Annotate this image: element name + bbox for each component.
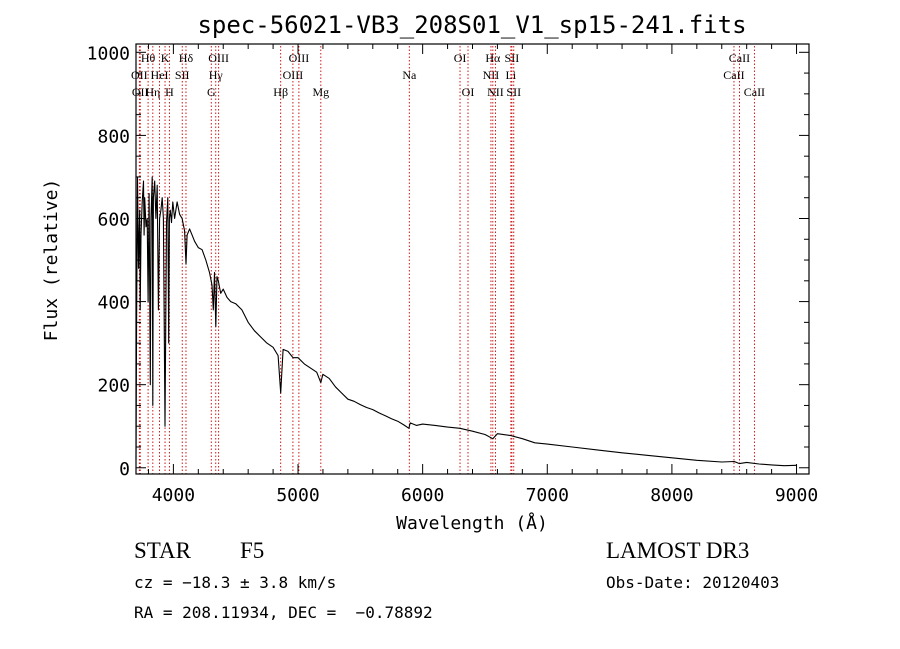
spectral-line-label-17: OI [454,51,467,65]
spectral-line-label-8: Hδ [179,51,194,65]
object-class: STAR [134,538,191,563]
spectral-line-markers: OIIOIIHθHηHeIKHSIIHδGHγOIIIHβOIIIOIIIMgN… [131,46,765,474]
spectral-line-label-11: OIII [208,51,229,65]
spectral-line-label-16: Na [402,68,417,82]
spectral-line-label-4: HeI [151,68,169,82]
x-tick-label-7000: 7000 [526,485,569,506]
spectral-line-label-13: OIII [283,68,304,82]
coordinates: RA = 208.11934, DEC = −0.78892 [134,603,433,622]
spectral-line-label-3: Hη [145,85,160,99]
observation-date: Obs-Date: 20120403 [606,573,780,592]
y-tick-label-400: 400 [97,293,130,314]
x-axis-label: Wavelength (Å) [396,512,548,534]
y-tick-label-1000: 1000 [87,43,130,64]
spectral-line-label-12: Hβ [273,85,288,99]
y-tick-label-800: 800 [97,126,130,147]
x-tick-label-9000: 9000 [775,485,818,506]
tick-labels: 4000 5000 6000 7000 8000 9000 0 200 400 600 800 100… [87,43,819,506]
spectral-line-label-15: Mg [312,85,329,99]
spectrum-series [135,176,797,467]
spectral-subclass: F5 [240,538,265,563]
spectral-line-label-23: SII [505,51,520,65]
y-tick-label-600: 600 [97,209,130,230]
plot-frame [135,43,810,475]
axis-ticks [136,44,809,474]
spectral-line-label-26: CaII [729,51,750,65]
spectral-line-label-21: NII [487,85,504,99]
spectral-line-label-24: SII [506,85,521,99]
spectral-line-label-25: CaII [723,68,744,82]
redshift-value: cz = −18.3 ± 3.8 km/s [134,573,337,592]
spectral-line-label-27: CaII [744,85,765,99]
spectral-line-label-20: Hα [485,51,501,65]
spectral-line-label-18: OI [462,85,475,99]
y-tick-label-200: 200 [97,376,130,397]
spectral-line-label-0: OII [131,68,148,82]
spectral-line-label-5: K [161,51,170,65]
spectral-line-label-9: G [207,85,216,99]
survey-name: LAMOST DR3 [606,538,750,563]
spectral-line-label-7: SII [175,68,190,82]
chart-title: spec-56021-VB3_208S01_V1_sp15-241.fits [197,11,746,39]
spectral-line-label-2: Hθ [141,51,156,65]
spectral-line-label-10: Hγ [209,68,224,82]
spectral-line-label-19: NII [483,68,500,82]
x-tick-label-5000: 5000 [276,485,319,506]
y-axis-label: Flux (relative) [41,179,62,342]
x-tick-label-4000: 4000 [152,485,195,506]
y-tick-label-0: 0 [119,459,130,480]
spectral-line-label-6: H [165,85,174,99]
x-tick-label-8000: 8000 [650,485,693,506]
x-tick-label-6000: 6000 [401,485,444,506]
spectral-line-label-14: OIII [289,51,310,65]
spectral-line-label-22: Li [506,68,517,82]
